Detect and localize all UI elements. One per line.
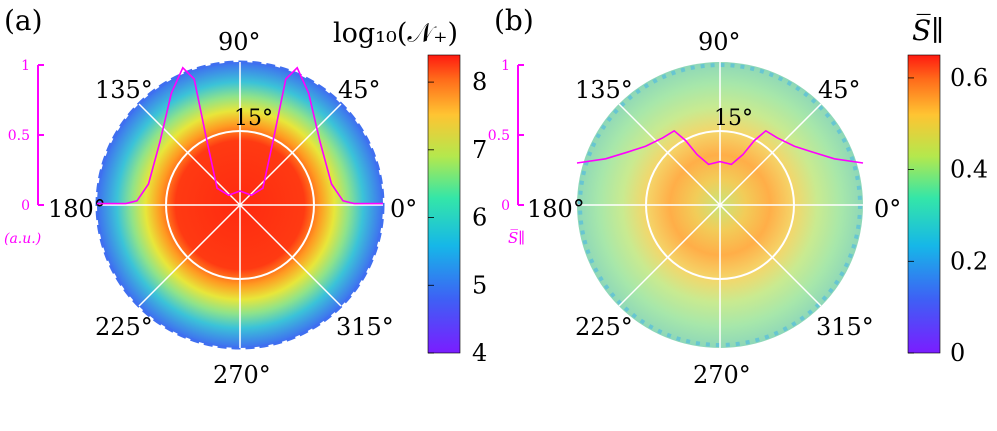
angle-label-270: 270° (213, 361, 271, 389)
profile-unit-label-a: (a.u.) (4, 231, 41, 247)
cb-b-label-04: 0.4 (950, 156, 988, 184)
profile-tick-label-1: 1 (21, 58, 30, 74)
colorbar-a: log₁₀(𝒩₊) 4 5 6 7 8 (333, 18, 487, 367)
profile-unit-label-b: S̅∥ (508, 228, 525, 247)
profile-axis-b: 1 0.5 0 S̅∥ (488, 58, 525, 247)
ring-label-15: 15° (234, 106, 273, 131)
profile-line-a (97, 66, 383, 205)
colorbar-b: S̅∥ 0 0.2 0.4 0.6 (907, 14, 988, 367)
colorbar-a-strip (427, 54, 461, 354)
angle-label-180: 180° (48, 195, 106, 223)
angle-label-225-b: 225° (575, 313, 633, 341)
colorbar-a-ticks (428, 81, 434, 354)
angle-label-0-b: 0° (874, 195, 901, 223)
cb-a-label-6: 6 (472, 204, 487, 232)
polar-plot-a (95, 60, 385, 350)
angle-label-45: 45° (338, 76, 381, 104)
profile-b-tick-label-05: 0.5 (488, 128, 510, 144)
angle-label-180-b: 180° (527, 195, 585, 223)
angle-label-135: 135° (95, 76, 153, 104)
profile-b-tick-label-1: 1 (501, 58, 510, 74)
profile-axis-a: 1 0.5 0 (a.u.) (4, 58, 44, 247)
angle-label-135-b: 135° (575, 76, 633, 104)
colorbar-b-ticks (908, 77, 914, 354)
spoke-45-225-a (138, 103, 342, 307)
cb-b-label-02: 0.2 (950, 247, 988, 275)
cb-a-label-4: 4 (472, 339, 487, 367)
spoke-45-225-b (618, 103, 822, 307)
panel-b: (b) 0° 45° 90° 135° 180° 225° 270° 315° … (488, 4, 988, 389)
angle-label-315-b: 315° (816, 313, 874, 341)
profile-tick-label-0: 0 (21, 198, 30, 214)
profile-b-tick-label-0: 0 (501, 198, 510, 214)
angle-label-90: 90° (218, 28, 261, 56)
polar-plot-b (577, 62, 863, 348)
angle-label-45-b: 45° (818, 76, 861, 104)
panel-b-label: (b) (494, 4, 534, 37)
colorbar-a-title: log₁₀(𝒩₊) (333, 18, 458, 49)
profile-line-b (576, 129, 864, 166)
angle-label-90-b: 90° (698, 28, 741, 56)
cb-a-label-5: 5 (472, 271, 487, 299)
panel-a: (a) 0° 45° 90° 135° 180° 225° 270° 315° … (4, 4, 487, 389)
panel-a-label: (a) (4, 4, 43, 37)
cb-a-label-8: 8 (472, 68, 487, 96)
angle-label-270-b: 270° (693, 361, 751, 389)
angle-label-0: 0° (390, 195, 417, 223)
profile-tick-label-05: 0.5 (8, 128, 30, 144)
ring-label-15-b: 15° (714, 106, 753, 131)
colorbar-b-strip (907, 54, 941, 354)
colorbar-b-title: S̅∥ (912, 14, 944, 47)
cb-b-label-06: 0.6 (950, 64, 988, 92)
cb-b-label-0: 0 (950, 339, 965, 367)
angle-label-315: 315° (336, 313, 394, 341)
angle-label-225: 225° (95, 313, 153, 341)
cb-a-label-7: 7 (472, 136, 487, 164)
